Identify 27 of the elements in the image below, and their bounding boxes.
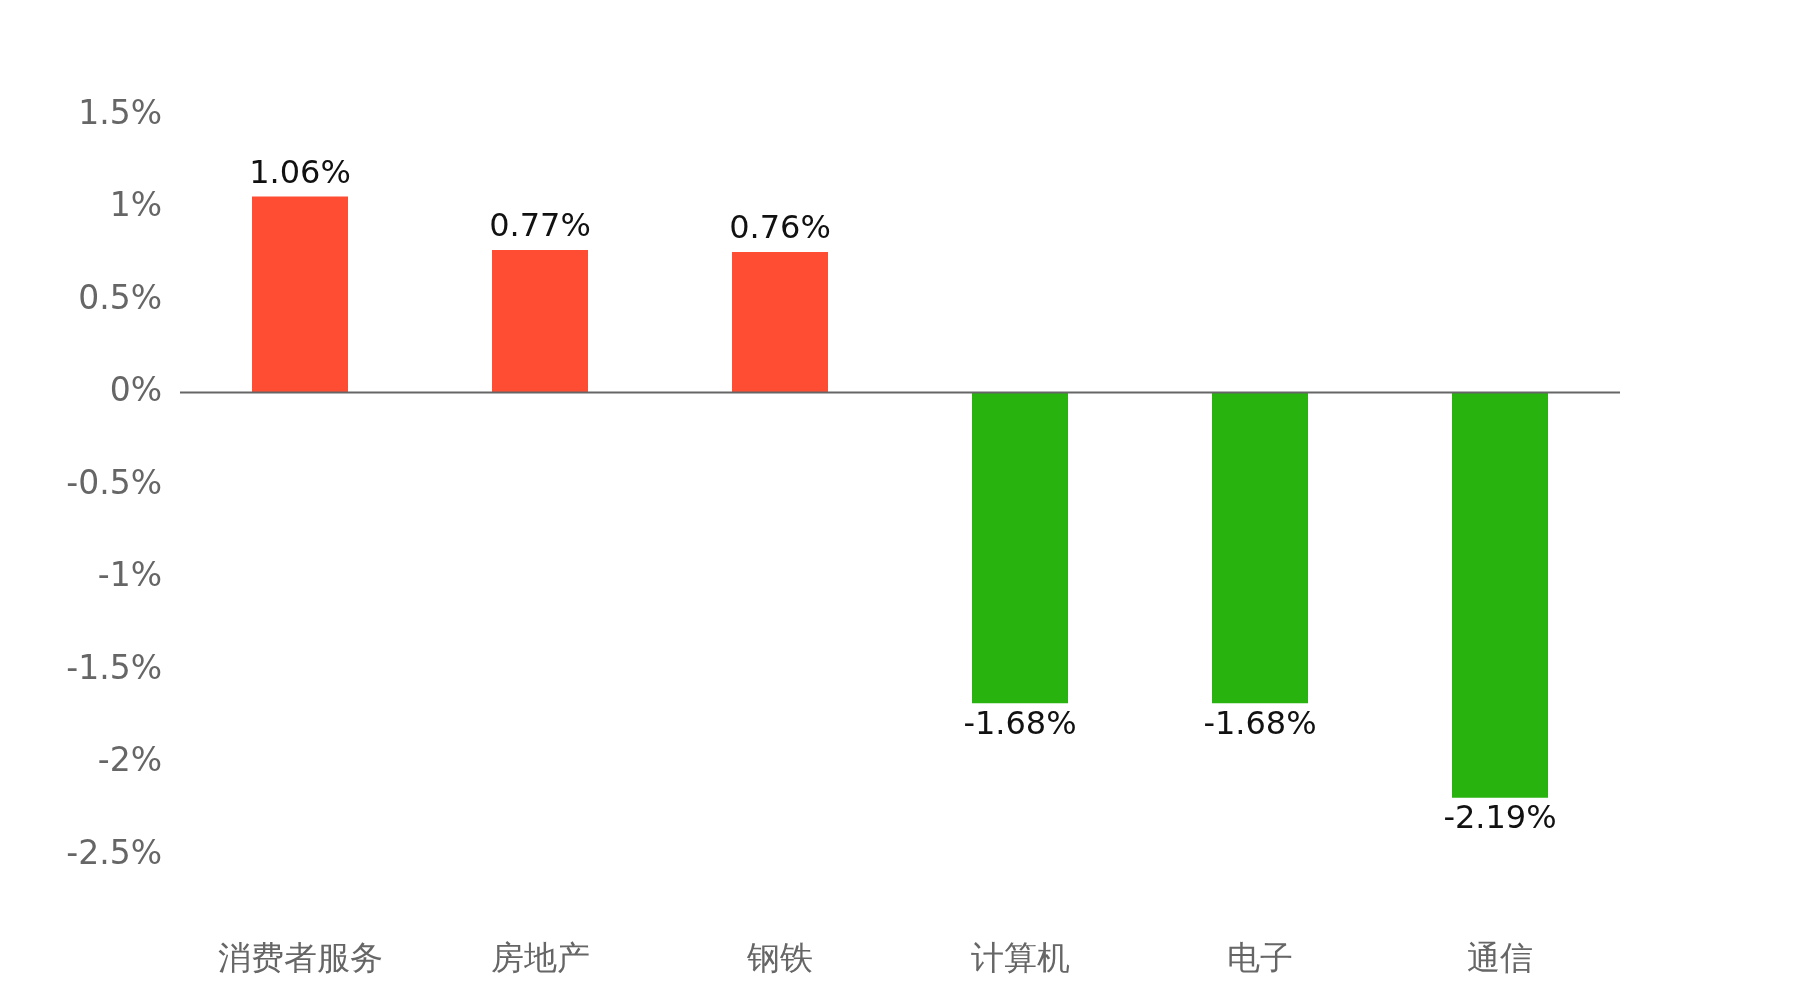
- x-tick-label: 钢铁: [746, 938, 813, 978]
- bar: [972, 392, 1068, 704]
- data-label: -1.68%: [1203, 703, 1317, 742]
- y-tick-label: -1.5%: [66, 647, 162, 687]
- y-tick-label: 1.5%: [78, 92, 162, 132]
- x-tick-label: 通信: [1467, 938, 1533, 978]
- data-label: 1.06%: [249, 152, 351, 191]
- data-label: -2.19%: [1443, 797, 1557, 836]
- data-label: -1.68%: [963, 703, 1077, 742]
- y-tick-label: -0.5%: [66, 462, 162, 502]
- y-tick-label: 1%: [109, 185, 162, 225]
- data-label: 0.77%: [489, 206, 591, 245]
- bar: [252, 196, 348, 393]
- y-tick-label: -1%: [97, 555, 162, 595]
- y-tick-label: 0%: [109, 370, 162, 410]
- x-tick-label: 电子: [1227, 938, 1293, 978]
- y-tick-label: -2%: [97, 740, 162, 780]
- x-tick-label: 消费者服务: [217, 938, 383, 978]
- bar: [492, 250, 588, 393]
- data-label: 0.76%: [729, 208, 831, 247]
- y-tick-label: 0.5%: [78, 277, 162, 317]
- y-tick-label: -2.5%: [66, 832, 162, 872]
- bar: [1452, 392, 1548, 798]
- bar: [732, 251, 828, 393]
- x-tick-label: 房地产: [490, 938, 590, 978]
- x-tick-label: 计算机: [970, 938, 1070, 978]
- bar: [1212, 392, 1308, 704]
